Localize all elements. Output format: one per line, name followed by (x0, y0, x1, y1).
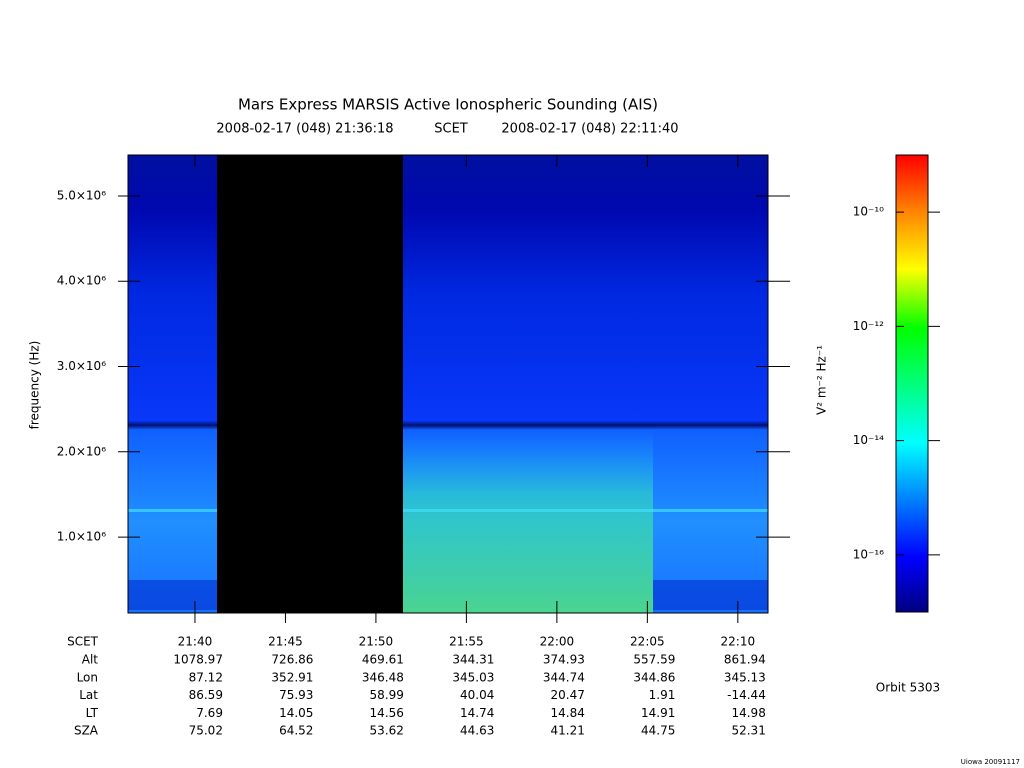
x-tick-label: 22:05 (630, 635, 665, 649)
table-value: 44.75 (641, 724, 675, 738)
table-value: 861.94 (724, 653, 766, 667)
row-label: Alt (82, 653, 99, 667)
colorbar-tick-label: 10⁻¹⁰ (853, 205, 884, 219)
end-time: 2008-02-17 (048) 22:11:40 (501, 122, 678, 137)
table-value: 87.12 (189, 670, 223, 684)
row-label: Lat (79, 688, 98, 702)
table-value: 58.99 (370, 688, 404, 702)
start-time: 2008-02-17 (048) 21:36:18 (216, 122, 393, 137)
table-value: 75.02 (189, 724, 223, 738)
table-value: 20.47 (551, 688, 585, 702)
colorbar-label: V² m⁻² Hz⁻¹ (815, 345, 829, 415)
table-value: 345.03 (452, 670, 494, 684)
table-value: 14.56 (370, 706, 404, 720)
table-value: 14.84 (551, 706, 585, 720)
table-value: 469.61 (362, 653, 404, 667)
table-value: 53.62 (370, 724, 404, 738)
table-value: 374.93 (543, 653, 585, 667)
orbit-label: Orbit 5303 (876, 681, 940, 695)
y-tick-label: 1.0×10⁶ (57, 530, 106, 544)
y-tick-label: 3.0×10⁶ (57, 359, 106, 373)
table-value: 7.69 (196, 706, 223, 720)
colorbar-tick-label: 10⁻¹⁶ (853, 547, 884, 561)
x-tick-label: 22:00 (540, 635, 575, 649)
x-tick-label: 21:45 (268, 635, 303, 649)
table-value: 344.86 (633, 670, 675, 684)
y-tick-label: 4.0×10⁶ (57, 274, 106, 288)
table-value: 1.91 (649, 688, 676, 702)
table-value: 75.93 (279, 688, 313, 702)
table-value: 14.98 (731, 706, 765, 720)
table-value: 1078.97 (173, 653, 223, 667)
table-value: 14.91 (641, 706, 675, 720)
colorbar-tick-label: 10⁻¹⁴ (853, 433, 884, 447)
x-tick-label: 21:50 (359, 635, 394, 649)
y-axis-label: frequency (Hz) (28, 341, 42, 430)
row-label: LT (86, 706, 99, 720)
table-value: 52.31 (731, 724, 765, 738)
table-value: -14.44 (727, 688, 766, 702)
table-value: 352.91 (271, 670, 313, 684)
table-value: 557.59 (633, 653, 675, 667)
table-value: 345.13 (724, 670, 766, 684)
table-value: 344.74 (543, 670, 585, 684)
plot-frame (127, 154, 769, 614)
row-label: SCET (67, 635, 99, 649)
time-system: SCET (434, 122, 468, 137)
table-value: 346.48 (362, 670, 404, 684)
table-value: 41.21 (551, 724, 585, 738)
table-value: 44.63 (460, 724, 494, 738)
table-value: 86.59 (189, 688, 223, 702)
row-label: Lon (77, 670, 98, 684)
footer: Uiowa 20091117 (961, 758, 1020, 766)
x-tick-label: 21:40 (178, 635, 213, 649)
table-value: 40.04 (460, 688, 494, 702)
table-value: 14.74 (460, 706, 494, 720)
x-tick-label: 21:55 (449, 635, 484, 649)
y-tick-label: 5.0×10⁶ (57, 188, 106, 202)
x-tick-label: 22:10 (721, 635, 756, 649)
table-value: 726.86 (271, 653, 313, 667)
colorbar-tick-label: 10⁻¹² (853, 319, 884, 333)
colorbar (895, 154, 929, 613)
y-tick-label: 2.0×10⁶ (57, 444, 106, 458)
table-value: 344.31 (452, 653, 494, 667)
row-label: SZA (74, 724, 99, 738)
table-value: 14.05 (279, 706, 313, 720)
chart-title: Mars Express MARSIS Active Ionospheric S… (238, 96, 658, 114)
spectrogram-image (128, 155, 768, 613)
table-value: 64.52 (279, 724, 313, 738)
